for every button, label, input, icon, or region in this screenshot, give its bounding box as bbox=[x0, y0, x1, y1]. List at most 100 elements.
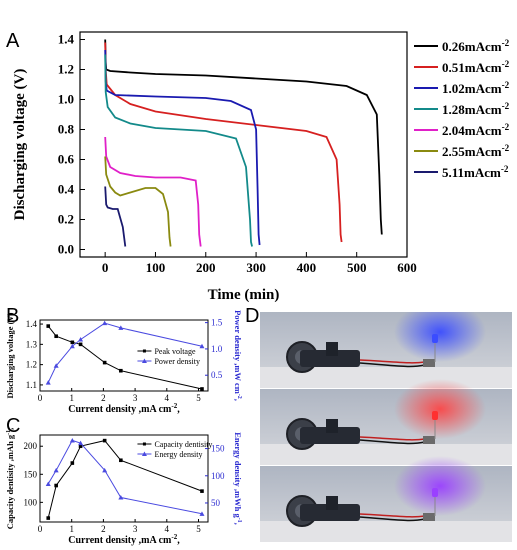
data-point bbox=[119, 368, 123, 373]
data-point bbox=[78, 342, 83, 347]
legend-label: Capacity dentisity bbox=[154, 440, 212, 449]
legend-label: 0.51mAcm-2 bbox=[442, 59, 510, 75]
series-line bbox=[104, 136, 202, 247]
data-point bbox=[102, 438, 107, 443]
series-line bbox=[104, 42, 343, 243]
led-bulb bbox=[432, 334, 438, 343]
y-tick-label: 1.2 bbox=[58, 62, 74, 77]
legend-label: Power density bbox=[154, 357, 200, 366]
photo-row bbox=[260, 379, 512, 465]
y-tick-label: 100 bbox=[24, 497, 38, 507]
legend-marker bbox=[142, 349, 146, 353]
battery-holder bbox=[300, 350, 360, 367]
y-tick-label: 0.2 bbox=[58, 212, 74, 227]
data-point bbox=[45, 380, 51, 385]
legend-label: Peak voltage bbox=[154, 347, 196, 356]
legend-label: 2.04mAcm-2 bbox=[442, 122, 510, 138]
x-tick-label: 0 bbox=[38, 524, 43, 534]
y2-tick-label: 150 bbox=[211, 444, 225, 454]
wire-red bbox=[359, 436, 426, 441]
x-tick-label: 5 bbox=[196, 393, 201, 403]
x-tick-label: 300 bbox=[246, 260, 266, 275]
data-point bbox=[69, 437, 75, 443]
y-tick-label: 0.6 bbox=[58, 152, 75, 167]
plot-frame bbox=[79, 31, 408, 258]
chart-a: 0 100 200 300 400 500 600 0.0 0.2 0.4 0.6 0.8 1.0 1.2… bbox=[12, 31, 510, 303]
y2-axis-label: Energy density ,mWh g-1, bbox=[233, 432, 243, 525]
data-point bbox=[53, 467, 59, 473]
data-point bbox=[102, 360, 107, 365]
data-point bbox=[199, 511, 205, 516]
chart-b: 0 1 2 3 4 5 1.1 1.2 1.3 1.4 0.5 1.0 1.5 Current densi… bbox=[5, 310, 243, 415]
y-tick-label: 1.0 bbox=[58, 92, 74, 107]
y2-tick-label: 0.5 bbox=[211, 370, 223, 380]
battery-holder bbox=[300, 504, 360, 521]
data-point bbox=[78, 444, 83, 449]
x-tick-label: 5 bbox=[196, 524, 201, 534]
series-line bbox=[104, 39, 383, 235]
x-tick-label: 400 bbox=[297, 260, 317, 275]
led-photos bbox=[260, 302, 512, 542]
data-point bbox=[53, 363, 59, 368]
wire-black bbox=[359, 439, 426, 445]
photo-panel-d bbox=[260, 302, 512, 544]
battery-holder bbox=[300, 427, 360, 444]
led-bulb bbox=[432, 411, 438, 420]
data-point bbox=[119, 458, 123, 463]
y-axis-label: Discharging voltage (V) bbox=[12, 69, 28, 221]
table-surface bbox=[260, 521, 512, 542]
x-axis-label: Time (min) bbox=[208, 287, 280, 303]
wire-red bbox=[359, 513, 426, 518]
legend-label: 5.11mAcm-2 bbox=[442, 164, 509, 180]
y-tick-label: 1.1 bbox=[26, 380, 37, 390]
data-point bbox=[199, 343, 205, 349]
x-axis-label: Current density ,mA cm-2, bbox=[68, 533, 180, 546]
chart-c: 0 1 2 3 4 5 100 150 200 50 100 150 Current density ,… bbox=[5, 428, 243, 546]
data-point bbox=[70, 340, 75, 345]
led-glow bbox=[394, 302, 486, 362]
y2-tick-label: 100 bbox=[211, 471, 225, 481]
x-tick-label: 200 bbox=[196, 260, 216, 275]
x-axis-label: Current density ,mA cm-2, bbox=[68, 402, 180, 415]
x-tick-label: 3 bbox=[133, 524, 138, 534]
x-tick-label: 500 bbox=[347, 260, 367, 275]
panel-label-c: C bbox=[6, 415, 21, 437]
plot-frame bbox=[39, 319, 209, 392]
led-connector bbox=[423, 513, 435, 521]
x-tick-label: 1 bbox=[69, 393, 74, 403]
panel-label-d: D bbox=[245, 305, 260, 327]
x-tick-label: 100 bbox=[146, 260, 166, 275]
series-line bbox=[104, 49, 261, 246]
battery-clip bbox=[326, 342, 338, 356]
y-tick-label: 0.8 bbox=[58, 122, 75, 137]
x-tick-label: 4 bbox=[165, 393, 170, 403]
series-line bbox=[104, 186, 127, 247]
series-line bbox=[104, 156, 172, 247]
data-point bbox=[78, 440, 84, 446]
y-axis-label: Discharging voltage (V) bbox=[5, 312, 15, 398]
wire-red bbox=[359, 359, 426, 364]
x-tick-label: 2 bbox=[101, 393, 106, 403]
led-connector bbox=[423, 359, 435, 367]
photo-row bbox=[260, 456, 512, 542]
y2-tick-label: 1.0 bbox=[211, 344, 223, 354]
data-point bbox=[69, 343, 75, 349]
led-glow bbox=[394, 456, 486, 516]
y-tick-label: 200 bbox=[24, 441, 38, 451]
wire-black bbox=[359, 516, 426, 522]
led-connector bbox=[423, 436, 435, 444]
x-tick-label: 0 bbox=[38, 393, 43, 403]
legend-label: 2.55mAcm-2 bbox=[442, 143, 510, 159]
panel-label-a: A bbox=[6, 30, 20, 52]
legend-marker bbox=[141, 358, 147, 363]
x-tick-label: 0 bbox=[102, 260, 109, 275]
y-tick-label: 1.4 bbox=[26, 319, 38, 329]
data-point bbox=[102, 320, 108, 326]
photo-row bbox=[260, 302, 512, 388]
y2-tick-label: 50 bbox=[211, 498, 221, 508]
x-tick-label: 3 bbox=[133, 393, 138, 403]
y-tick-label: 1.3 bbox=[26, 339, 38, 349]
legend-label: Energy density bbox=[154, 450, 202, 459]
x-tick-label: 4 bbox=[165, 524, 170, 534]
data-point bbox=[118, 325, 124, 330]
